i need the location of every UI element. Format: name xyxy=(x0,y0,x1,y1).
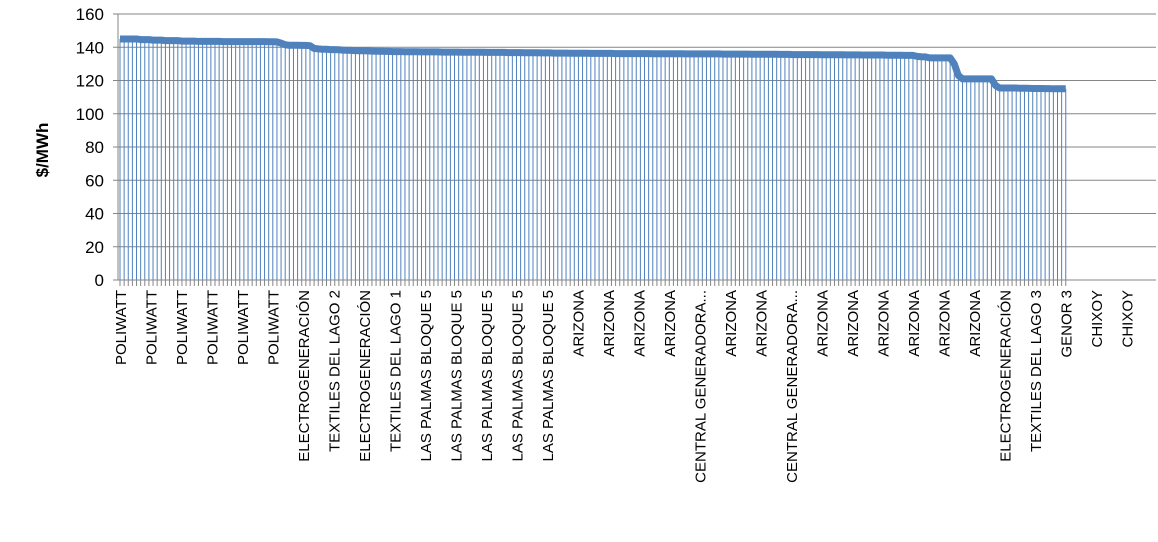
x-tick-label: POLIWATT xyxy=(235,290,252,365)
x-tick-label: ARIZONA xyxy=(571,290,588,357)
x-tick-label: ARIZONA xyxy=(937,290,954,357)
x-tick-label: POLIWATT xyxy=(113,290,130,365)
series-line xyxy=(120,35,1066,93)
x-tick-label: ARIZONA xyxy=(754,290,771,357)
x-tick-label: ARIZONA xyxy=(876,290,893,357)
x-tick-label: CHIXOY xyxy=(1089,290,1106,348)
y-tick-label: 60 xyxy=(85,171,104,190)
y-tick-label: 20 xyxy=(85,238,104,257)
x-tick-label: TEXTILES DEL LAGO 3 xyxy=(1028,290,1045,452)
x-tick-label: TEXTILES DEL LAGO 2 xyxy=(327,290,344,452)
x-tick-label: ARIZONA xyxy=(601,290,618,357)
x-tick-label: ARIZONA xyxy=(815,290,832,357)
y-tick-label: 0 xyxy=(95,271,104,290)
x-tick-label: ARIZONA xyxy=(723,290,740,357)
x-tick-label: POLIWATT xyxy=(144,290,161,365)
x-tick-label: ARIZONA xyxy=(632,290,649,357)
x-tick-label: ARIZONA xyxy=(662,290,679,357)
x-tick-label: POLIWATT xyxy=(205,290,222,365)
axes xyxy=(113,13,1156,286)
x-tick-label: ELECTROGENERACIÓN xyxy=(296,290,313,462)
x-tick-label: CENTRAL GENERADORA... xyxy=(784,290,801,483)
x-tick-label: LAS PALMAS BLOQUE 5 xyxy=(479,290,496,461)
x-tick-label: POLIWATT xyxy=(174,290,191,365)
x-tick-label: GENOR 3 xyxy=(1059,290,1076,358)
x-tick-label: TEXTILES DEL LAGO 1 xyxy=(388,290,405,452)
x-tick-label: LAS PALMAS BLOQUE 5 xyxy=(510,290,527,461)
x-tick-label: LAS PALMAS BLOQUE 5 xyxy=(418,290,435,461)
y-tick-label: 160 xyxy=(76,5,104,24)
x-tick-label: LAS PALMAS BLOQUE 5 xyxy=(449,290,466,461)
x-tick-label: ARIZONA xyxy=(845,290,862,357)
y-tick-label: 120 xyxy=(76,72,104,91)
y-tick-label: 80 xyxy=(85,138,104,157)
x-tick-label: CHIXOY xyxy=(1120,290,1137,348)
y-axis-label: $/MWh xyxy=(33,123,52,178)
drop-lines xyxy=(119,38,1067,280)
x-tick-label: ARIZONA xyxy=(906,290,923,357)
gridlines xyxy=(118,13,1156,248)
series xyxy=(120,35,1066,93)
x-tick-label: CENTRAL GENERADORA... xyxy=(693,290,710,483)
x-tick-label: ELECTROGENERACIÓN xyxy=(357,290,374,462)
y-tick-label: 40 xyxy=(85,205,104,224)
x-tick-labels: POLIWATT POLIWATT POLIWATT POLIWATT POLIWATT… xyxy=(113,290,1137,483)
y-tick-label: 100 xyxy=(76,105,104,124)
y-tick-labels: 0 20 40 60 80 100 120 140 160 xyxy=(76,5,104,290)
x-tick-label: ELECTROGENERACIÓN xyxy=(998,290,1015,462)
y-tick-label: 140 xyxy=(76,38,104,57)
x-tick-label: POLIWATT xyxy=(266,290,283,365)
x-tick-label: LAS PALMAS BLOQUE 5 xyxy=(540,290,557,461)
x-tick-label: ARIZONA xyxy=(967,290,984,357)
